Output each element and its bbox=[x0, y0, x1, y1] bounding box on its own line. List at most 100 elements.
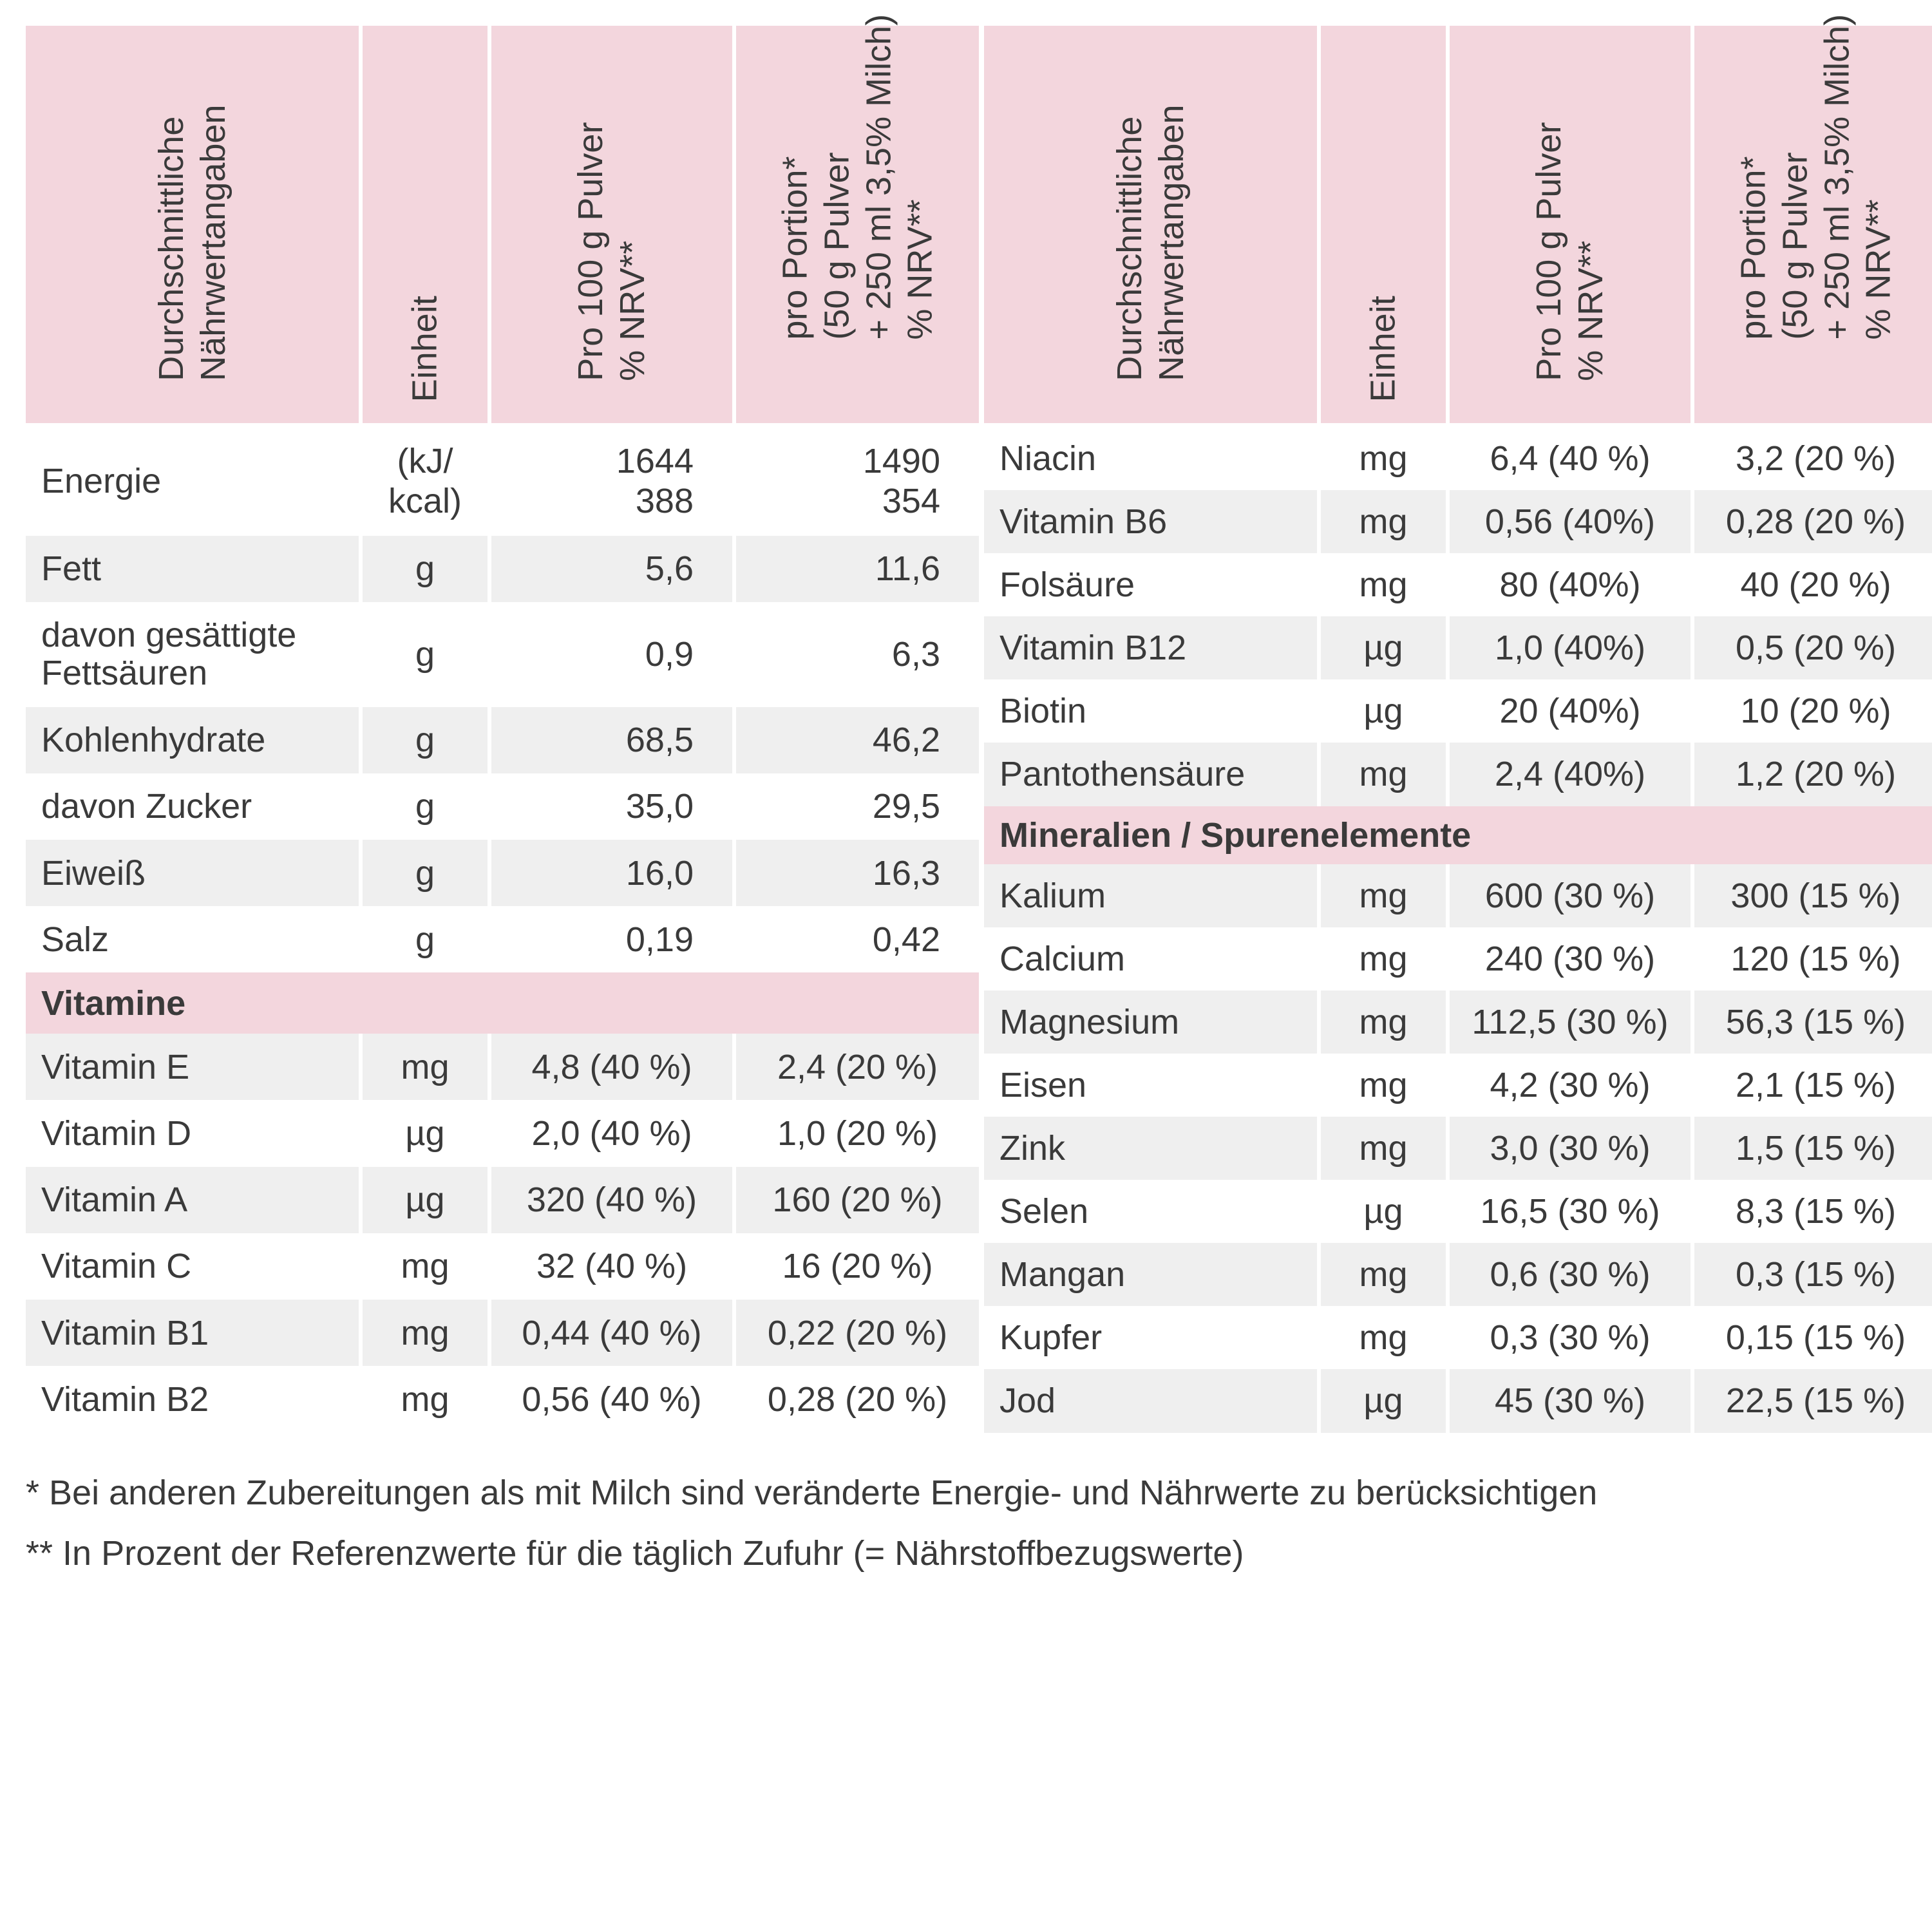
table-row: Zinkmg3,0 (30 %)1,5 (15 %) bbox=[984, 1117, 1932, 1180]
section-label: Vitamine bbox=[26, 972, 979, 1034]
header-text: Durchschnittliche bbox=[1109, 355, 1151, 381]
nutrient-name: davon gesättigteFettsäuren bbox=[26, 602, 361, 707]
table-row: Energie(kJ/kcal)16443881490354 bbox=[26, 425, 979, 536]
nutrient-name: Kohlenhydrate bbox=[26, 707, 361, 773]
nutrient-name: Energie bbox=[26, 425, 361, 536]
header-text: Durchschnittliche bbox=[151, 355, 193, 381]
table-body-left: Energie(kJ/kcal)16443881490354Fettg5,611… bbox=[26, 425, 979, 1433]
nutrient-name: Vitamin B1 bbox=[26, 1300, 361, 1366]
nutrient-name: Eisen bbox=[984, 1054, 1319, 1117]
header-text: Pro 100 g Pulver bbox=[1528, 355, 1570, 381]
header-unit: Einheit bbox=[1319, 26, 1448, 425]
value-per-100g: 16,0 bbox=[489, 840, 734, 906]
nutrient-unit: mg bbox=[1319, 743, 1448, 806]
header-name: Durchschnittliche Nährwertangaben bbox=[984, 26, 1319, 425]
value-per-portion: 10 (20 %) bbox=[1692, 679, 1932, 743]
value-per-portion: 11,6 bbox=[734, 536, 979, 602]
nutrient-name: Salz bbox=[26, 906, 361, 972]
value-per-100g: 16,5 (30 %) bbox=[1448, 1180, 1692, 1243]
nutrient-name: Selen bbox=[984, 1180, 1319, 1243]
value-per-100g: 20 (40%) bbox=[1448, 679, 1692, 743]
value-per-portion: 0,3 (15 %) bbox=[1692, 1243, 1932, 1306]
header-text: (50 g Pulver bbox=[1774, 314, 1816, 339]
table-row: Selenµg16,5 (30 %)8,3 (15 %) bbox=[984, 1180, 1932, 1243]
value-per-portion: 1,2 (20 %) bbox=[1692, 743, 1932, 806]
nutrient-unit: µg bbox=[1319, 1369, 1448, 1432]
value-per-100g: 32 (40 %) bbox=[489, 1233, 734, 1300]
value-per-portion: 56,3 (15 %) bbox=[1692, 990, 1932, 1054]
value-per-portion: 8,3 (15 %) bbox=[1692, 1180, 1932, 1243]
nutrition-table-right: Durchschnittliche Nährwertangaben Einhei… bbox=[984, 26, 1932, 1433]
value-per-portion: 0,42 bbox=[734, 906, 979, 972]
value-per-portion: 16 (20 %) bbox=[734, 1233, 979, 1300]
nutrient-unit: mg bbox=[1319, 990, 1448, 1054]
nutrient-unit: mg bbox=[1319, 1054, 1448, 1117]
value-per-100g: 2,4 (40%) bbox=[1448, 743, 1692, 806]
table-row: Manganmg0,6 (30 %)0,3 (15 %) bbox=[984, 1243, 1932, 1306]
nutrient-name: Vitamin B6 bbox=[984, 490, 1319, 553]
nutrient-unit: mg bbox=[1319, 553, 1448, 616]
value-per-100g: 2,0 (40 %) bbox=[489, 1100, 734, 1166]
nutrient-name: Vitamin C bbox=[26, 1233, 361, 1300]
footnotes: * Bei anderen Zubereitungen als mit Milc… bbox=[26, 1465, 1906, 1582]
header-text: + 250 ml 3,5% Milch) bbox=[858, 314, 900, 339]
header-text: % NRV** bbox=[1570, 355, 1612, 381]
nutrient-unit: µg bbox=[1319, 1180, 1448, 1243]
nutrient-name: Eiweiß bbox=[26, 840, 361, 906]
nutrient-unit: g bbox=[361, 840, 489, 906]
nutrient-name: Mangan bbox=[984, 1243, 1319, 1306]
nutrient-name: Vitamin A bbox=[26, 1167, 361, 1233]
table-row: Kohlenhydrateg68,546,2 bbox=[26, 707, 979, 773]
nutrient-unit: mg bbox=[1319, 1243, 1448, 1306]
table-row: davon Zuckerg35,029,5 bbox=[26, 773, 979, 840]
nutrient-unit: mg bbox=[1319, 864, 1448, 927]
table-row: Pantothensäuremg2,4 (40%)1,2 (20 %) bbox=[984, 743, 1932, 806]
header-unit: Einheit bbox=[361, 26, 489, 425]
value-per-portion: 29,5 bbox=[734, 773, 979, 840]
nutrition-tables-container: Durchschnittliche Nährwertangaben Einhei… bbox=[26, 26, 1906, 1433]
table-row: Vitamin Dµg2,0 (40 %)1,0 (20 %) bbox=[26, 1100, 979, 1166]
nutrient-name: davon Zucker bbox=[26, 773, 361, 840]
value-per-100g: 4,2 (30 %) bbox=[1448, 1054, 1692, 1117]
table-row: Eiweißg16,016,3 bbox=[26, 840, 979, 906]
value-per-portion: 0,22 (20 %) bbox=[734, 1300, 979, 1366]
section-label: Mineralien / Spurenelemente bbox=[984, 806, 1932, 864]
header-text: Nährwertangaben bbox=[1151, 355, 1193, 381]
header-text: Einheit bbox=[1363, 377, 1405, 402]
value-per-100g: 0,44 (40 %) bbox=[489, 1300, 734, 1366]
value-per-portion: 3,2 (20 %) bbox=[1692, 425, 1932, 490]
nutrient-name: Jod bbox=[984, 1369, 1319, 1432]
nutrient-name: Zink bbox=[984, 1117, 1319, 1180]
value-per-portion: 1,0 (20 %) bbox=[734, 1100, 979, 1166]
nutrient-unit: mg bbox=[1319, 1117, 1448, 1180]
table-row: Calciummg240 (30 %)120 (15 %) bbox=[984, 927, 1932, 990]
value-per-100g: 35,0 bbox=[489, 773, 734, 840]
value-per-portion: 0,28 (20 %) bbox=[734, 1366, 979, 1432]
value-per-portion: 300 (15 %) bbox=[1692, 864, 1932, 927]
table-row: Fettg5,611,6 bbox=[26, 536, 979, 602]
header-portion: pro Portion* (50 g Pulver + 250 ml 3,5% … bbox=[1692, 26, 1932, 425]
header-text: (50 g Pulver bbox=[816, 314, 858, 339]
value-per-portion: 16,3 bbox=[734, 840, 979, 906]
nutrient-unit: µg bbox=[361, 1100, 489, 1166]
header-per100g: Pro 100 g Pulver % NRV** bbox=[1448, 26, 1692, 425]
table-row: Folsäuremg80 (40%)40 (20 %) bbox=[984, 553, 1932, 616]
table-row: Vitamin B1mg0,44 (40 %)0,22 (20 %) bbox=[26, 1300, 979, 1366]
value-per-portion: 2,1 (15 %) bbox=[1692, 1054, 1932, 1117]
nutrient-unit: µg bbox=[1319, 679, 1448, 743]
nutrient-name: Kalium bbox=[984, 864, 1319, 927]
nutrient-unit: mg bbox=[361, 1233, 489, 1300]
value-per-100g: 80 (40%) bbox=[1448, 553, 1692, 616]
nutrient-name: Vitamin E bbox=[26, 1034, 361, 1100]
nutrient-unit: mg bbox=[361, 1034, 489, 1100]
nutrient-name: Vitamin D bbox=[26, 1100, 361, 1166]
nutrient-unit: g bbox=[361, 773, 489, 840]
table-row: Salzg0,190,42 bbox=[26, 906, 979, 972]
table-row: Niacinmg6,4 (40 %)3,2 (20 %) bbox=[984, 425, 1932, 490]
value-per-portion: 2,4 (20 %) bbox=[734, 1034, 979, 1100]
nutrient-unit: µg bbox=[361, 1167, 489, 1233]
header-text: pro Portion* bbox=[1732, 314, 1774, 339]
header-text: % NRV** bbox=[1857, 314, 1899, 339]
table-row: Kupfermg0,3 (30 %)0,15 (15 %) bbox=[984, 1306, 1932, 1369]
value-per-100g: 240 (30 %) bbox=[1448, 927, 1692, 990]
